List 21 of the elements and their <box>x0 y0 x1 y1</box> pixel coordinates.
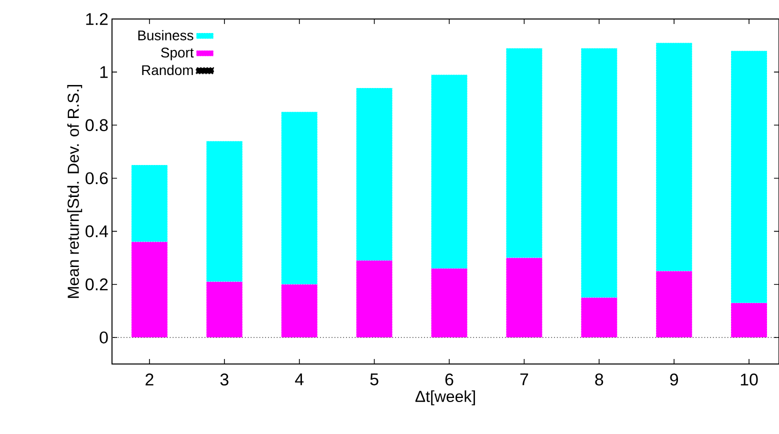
y-axis-title: Mean return[Std. Dev. of R.S.] <box>67 85 82 298</box>
x-tick-label: 5 <box>370 374 378 386</box>
legend-label: Random <box>142 64 193 76</box>
y-tick-label: 1 <box>100 66 108 78</box>
y-tick-label: 0.6 <box>86 172 108 184</box>
x-tick-label: 6 <box>445 374 454 386</box>
x-tick-label: 3 <box>220 374 228 386</box>
x-tick-label: 2 <box>146 374 154 386</box>
legend-label: Business <box>138 30 194 40</box>
x-tick-label: 10 <box>740 374 758 386</box>
legend-label: Sport <box>161 48 194 60</box>
x-tick-label: 8 <box>595 374 604 386</box>
x-tick-label: 7 <box>520 374 528 386</box>
y-tick-label: 1.2 <box>86 13 108 25</box>
x-tick-label: 4 <box>295 374 304 386</box>
y-tick-label: 0.8 <box>86 119 108 132</box>
x-tick-label: 9 <box>670 374 678 386</box>
x-axis-title: Δt[week] <box>415 390 475 406</box>
y-tick-label: 0 <box>100 331 108 344</box>
y-tick-label: 0.2 <box>86 278 108 290</box>
y-tick-label: 0.4 <box>86 225 108 238</box>
